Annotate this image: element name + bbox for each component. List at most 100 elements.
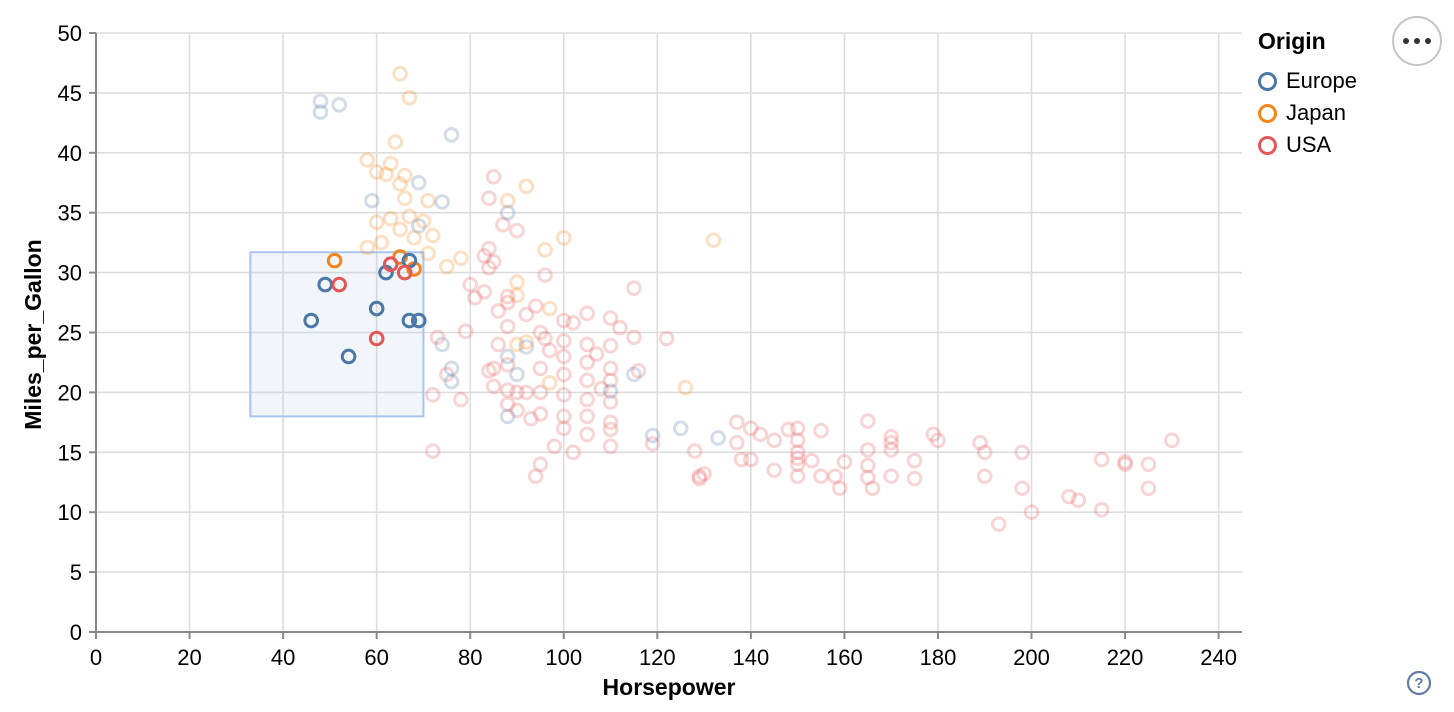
scatter-point[interactable]: [789, 420, 806, 437]
scatter-point[interactable]: [602, 310, 619, 326]
scatter-point[interactable]: [626, 280, 642, 296]
scatter-point[interactable]: [401, 208, 418, 225]
scatter-point[interactable]: [602, 421, 619, 438]
scatter-point[interactable]: [602, 360, 619, 377]
brush-selection[interactable]: [249, 251, 425, 418]
scatter-point[interactable]: [429, 329, 446, 346]
scatter-point[interactable]: [555, 386, 572, 403]
scatter-point[interactable]: [766, 462, 783, 479]
scatter-point[interactable]: [434, 336, 450, 353]
scatter-point[interactable]: [836, 454, 853, 470]
scatter-point[interactable]: [420, 245, 436, 262]
scatter-point[interactable]: [532, 360, 549, 377]
scatter-point[interactable]: [481, 260, 497, 276]
scatter-point[interactable]: [527, 298, 544, 314]
scatter-point[interactable]: [532, 384, 549, 401]
scatter-point[interactable]: [387, 134, 404, 150]
help-icon[interactable]: ?: [1406, 670, 1432, 696]
scatter-point[interactable]: [602, 372, 619, 389]
scatter-point[interactable]: [331, 276, 348, 293]
scatter-point[interactable]: [453, 250, 469, 267]
scatter-point[interactable]: [1140, 456, 1157, 473]
scatter-point[interactable]: [509, 336, 525, 353]
scatter-point[interactable]: [1061, 488, 1077, 505]
scatter-point[interactable]: [415, 213, 432, 229]
scatter-point[interactable]: [401, 312, 418, 329]
scatter-point[interactable]: [368, 330, 385, 347]
scatter-point[interactable]: [1140, 480, 1157, 497]
scatter-point[interactable]: [396, 190, 413, 207]
scatter-point[interactable]: [368, 300, 385, 317]
scatter-point[interactable]: [883, 468, 899, 485]
legend-item-usa[interactable]: USA: [1258, 129, 1357, 161]
scatter-point[interactable]: [518, 334, 535, 350]
scatter-point[interactable]: [499, 288, 516, 305]
scatter-point[interactable]: [831, 480, 848, 497]
scatter-point[interactable]: [630, 363, 647, 379]
scatter-point[interactable]: [743, 420, 759, 437]
scatter-point[interactable]: [626, 366, 642, 383]
scatter-point[interactable]: [789, 432, 806, 449]
scatter-point[interactable]: [691, 470, 708, 487]
scatter-point[interactable]: [485, 378, 502, 395]
scatter-point[interactable]: [672, 420, 689, 437]
scatter-point[interactable]: [1164, 432, 1180, 449]
scatter-point[interactable]: [1023, 504, 1040, 521]
scatter-point[interactable]: [518, 384, 535, 401]
scatter-point[interactable]: [1093, 451, 1110, 468]
scatter-point[interactable]: [906, 470, 923, 487]
scatter-point[interactable]: [373, 234, 390, 251]
scatter-point[interactable]: [410, 218, 427, 234]
scatter-point[interactable]: [406, 230, 422, 246]
scatter-point[interactable]: [509, 274, 525, 290]
scatter-point[interactable]: [499, 348, 516, 365]
scatter-point[interactable]: [439, 366, 455, 383]
scatter-point[interactable]: [359, 239, 376, 256]
scatter-point[interactable]: [368, 164, 385, 180]
scatter-point[interactable]: [382, 155, 399, 172]
scatter-point[interactable]: [499, 396, 516, 413]
scatter-point[interactable]: [588, 346, 605, 362]
scatter-point[interactable]: [509, 222, 525, 239]
scatter-point[interactable]: [537, 267, 553, 283]
scatter-point[interactable]: [789, 450, 806, 467]
scatter-point[interactable]: [509, 384, 525, 401]
scatter-point[interactable]: [467, 289, 483, 306]
scatter-point[interactable]: [1014, 444, 1030, 461]
scatter-point[interactable]: [906, 452, 923, 469]
scatter-point[interactable]: [972, 434, 988, 451]
scatter-point[interactable]: [443, 360, 460, 377]
scatter-point[interactable]: [859, 457, 876, 474]
scatter-point[interactable]: [396, 167, 413, 184]
scatter-point[interactable]: [532, 456, 549, 473]
scatter-point[interactable]: [439, 258, 455, 275]
scatter-point[interactable]: [331, 97, 348, 113]
scatter-point[interactable]: [424, 227, 441, 244]
scatter-point[interactable]: [789, 444, 806, 461]
scatter-point[interactable]: [499, 204, 516, 221]
scatter-point[interactable]: [495, 216, 511, 233]
scatter-point[interactable]: [499, 408, 516, 425]
legend-item-europe[interactable]: Europe: [1258, 65, 1357, 97]
scatter-point[interactable]: [518, 178, 535, 195]
scatter-point[interactable]: [658, 330, 675, 347]
scatter-point[interactable]: [729, 434, 745, 451]
scatter-point[interactable]: [976, 444, 993, 461]
scatter-point[interactable]: [602, 438, 619, 455]
scatter-point[interactable]: [565, 444, 581, 461]
scatter-point[interactable]: [864, 480, 881, 497]
scatter-point[interactable]: [813, 422, 829, 439]
scatter-point[interactable]: [485, 168, 502, 185]
scatter-point[interactable]: [509, 402, 525, 419]
scatter-point[interactable]: [1117, 454, 1133, 470]
scatter-point[interactable]: [555, 312, 572, 329]
scatter-point[interactable]: [780, 421, 797, 438]
scatter-point[interactable]: [382, 210, 399, 227]
scatter-point[interactable]: [378, 166, 394, 183]
scatter-point[interactable]: [401, 89, 418, 106]
scatter-point[interactable]: [859, 469, 876, 486]
scatter-point[interactable]: [326, 252, 343, 269]
scatter-point[interactable]: [476, 283, 493, 300]
scatter-point[interactable]: [602, 414, 619, 431]
scatter-point[interactable]: [499, 294, 516, 311]
